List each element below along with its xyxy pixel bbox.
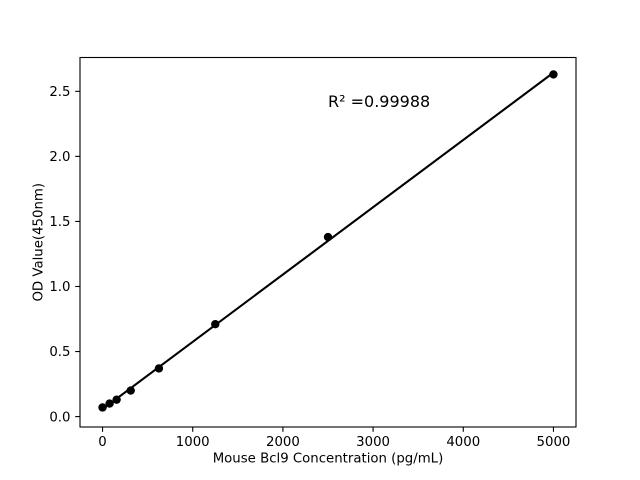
data-point xyxy=(98,403,107,412)
x-tick-label: 2000 xyxy=(266,435,300,450)
x-tick-label: 4000 xyxy=(446,435,480,450)
y-tick-label: 2.0 xyxy=(49,150,70,165)
y-tick-label: 0.5 xyxy=(49,345,70,360)
x-tick-label: 5000 xyxy=(537,435,571,450)
y-tick-label: 2.5 xyxy=(49,85,70,100)
y-tick-label: 1.0 xyxy=(49,280,70,295)
x-tick-label: 0 xyxy=(98,435,106,450)
data-point xyxy=(211,320,220,329)
data-point xyxy=(112,395,121,404)
y-tick-label: 1.5 xyxy=(49,215,70,230)
y-axis-label: OD Value(450nm) xyxy=(32,183,47,302)
x-tick-label: 3000 xyxy=(356,435,390,450)
r-squared-annotation: R² =0.99988 xyxy=(328,92,430,111)
x-tick-label: 1000 xyxy=(176,435,210,450)
data-point xyxy=(549,70,558,79)
y-tick-label: 0.0 xyxy=(49,410,70,425)
x-axis-label: Mouse Bcl9 Concentration (pg/mL) xyxy=(213,452,444,467)
data-point xyxy=(323,232,333,242)
data-point xyxy=(105,399,114,408)
plot-border xyxy=(79,56,577,428)
data-point xyxy=(154,364,164,373)
data-point xyxy=(126,386,135,395)
